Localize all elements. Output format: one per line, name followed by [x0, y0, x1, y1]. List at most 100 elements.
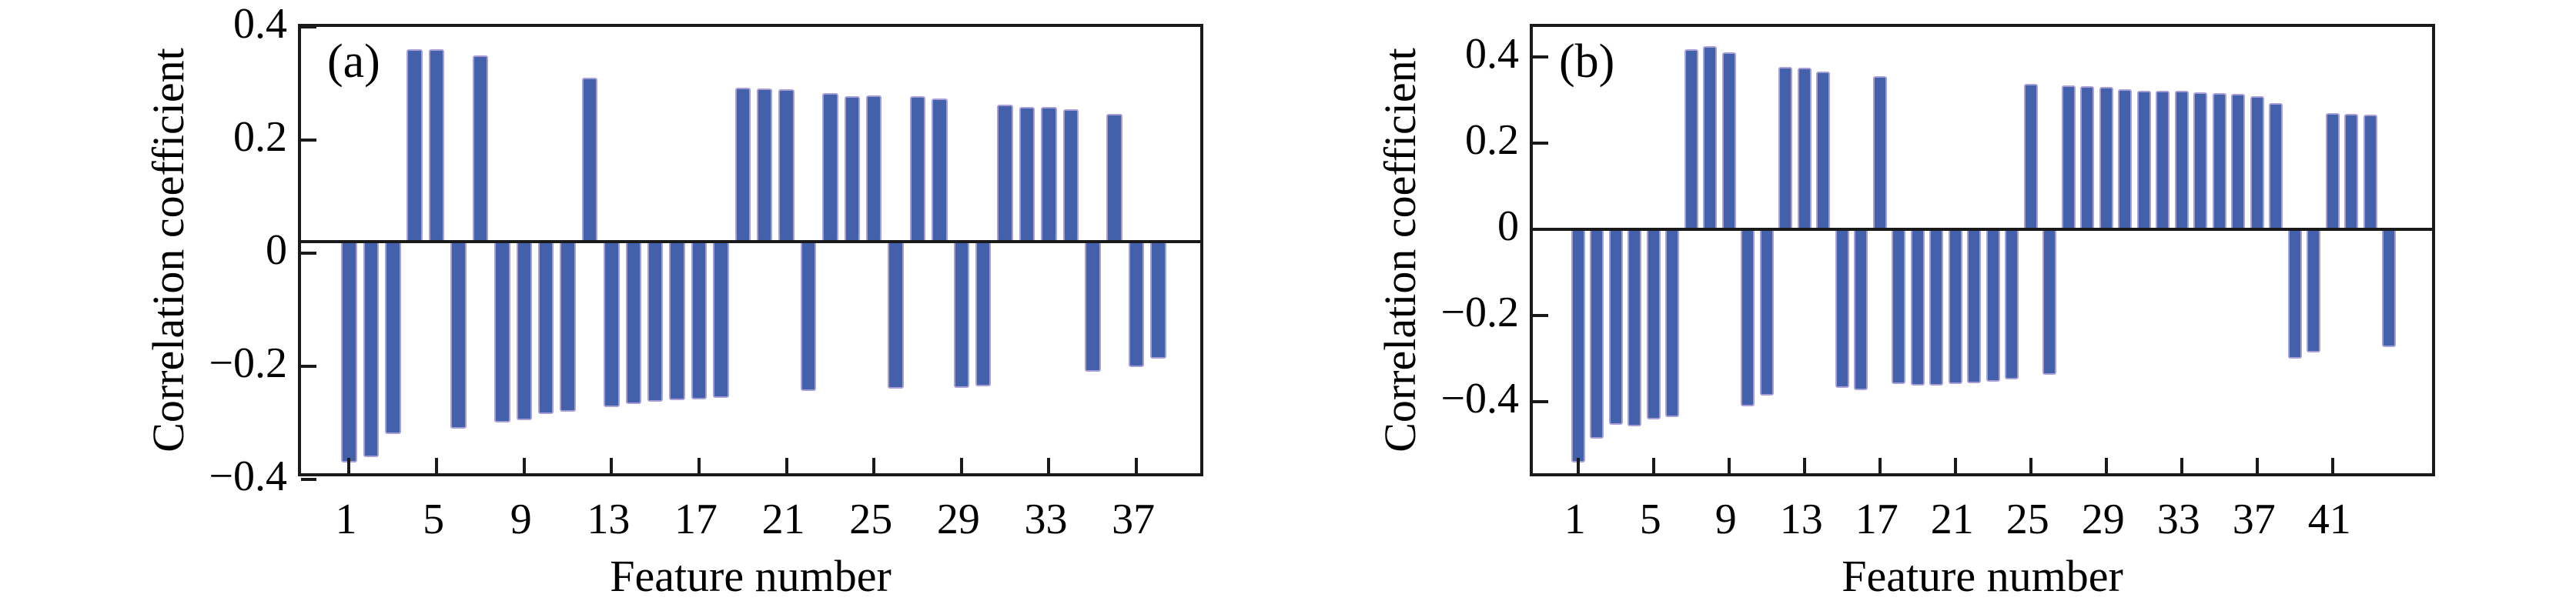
x-tick-mark: [1651, 458, 1655, 473]
y-tick-label: −0.4: [1440, 375, 1519, 423]
panel-label: (b): [1559, 35, 1615, 88]
bar-feature-32: [2156, 91, 2170, 230]
x-tick-label: 9: [1715, 496, 1737, 543]
x-tick-mark: [610, 458, 614, 473]
bar-feature-29: [2099, 86, 2113, 230]
x-tick-mark: [435, 458, 439, 473]
bar-feature-24: [2005, 229, 2019, 380]
bar-feature-33: [2174, 90, 2189, 230]
x-tick-label: 29: [936, 496, 980, 543]
x-tick-label: 33: [1024, 496, 1068, 543]
x-tick-mark: [785, 458, 788, 473]
bar-feature-6: [1665, 229, 1680, 418]
bar-feature-8: [1703, 46, 1718, 230]
y-tick-mark: [1533, 55, 1548, 59]
x-tick-mark: [2180, 458, 2183, 473]
x-tick-mark: [1802, 458, 1806, 473]
x-tick-mark: [1878, 458, 1882, 473]
bar-feature-19: [1910, 229, 1925, 386]
y-tick-label: −0.4: [209, 452, 287, 500]
bar-feature-18: [1892, 229, 1906, 385]
y-tick-label: 0.2: [233, 113, 287, 161]
bar-feature-27: [2061, 85, 2076, 230]
bar-feature-42: [2344, 114, 2359, 230]
x-tick-mark: [1727, 458, 1731, 473]
bar-feature-5: [1646, 229, 1661, 420]
bar-feature-40: [2307, 229, 2321, 353]
y-tick-mark: [301, 365, 316, 368]
y-tick-mark: [1533, 142, 1548, 145]
x-tick-mark: [1953, 458, 1957, 473]
bar-feature-43: [2363, 114, 2377, 230]
bar-feature-38: [2269, 103, 2283, 230]
bar-feature-13: [1797, 68, 1812, 230]
bar-feature-37: [2250, 95, 2264, 230]
bar-feature-2: [1590, 229, 1604, 439]
x-tick-mark: [1135, 458, 1139, 473]
y-tick-label: 0.2: [1465, 116, 1519, 165]
x-tick-label: 5: [423, 496, 445, 543]
x-tick-label: 13: [1779, 496, 1823, 543]
x-tick-label: 37: [2232, 496, 2276, 543]
x-tick-label: 41: [2307, 496, 2351, 543]
zero-line: [1533, 228, 2432, 232]
x-tick-label: 25: [849, 496, 893, 543]
x-tick-label: 29: [2081, 496, 2125, 543]
bar-feature-39: [2287, 229, 2302, 359]
bar-feature-35: [2212, 92, 2226, 230]
y-tick-label: 0: [266, 226, 287, 274]
bar-feature-20: [1929, 229, 1944, 386]
bar-feature-34: [2193, 92, 2208, 230]
x-tick-label: 9: [510, 496, 532, 543]
x-tick-label: 33: [2156, 496, 2200, 543]
x-tick-mark: [347, 458, 351, 473]
x-tick-mark: [2029, 458, 2032, 473]
x-tick-mark: [2255, 458, 2259, 473]
x-tick-label: 1: [335, 496, 357, 543]
y-tick-label: −0.2: [209, 339, 287, 387]
panel-label: (a): [327, 35, 380, 88]
bar-feature-31: [2136, 90, 2151, 230]
x-axis-label: Feature number: [1842, 551, 2123, 601]
bar-feature-7: [1684, 48, 1698, 230]
bar-feature-3: [1608, 229, 1623, 425]
x-tick-label: 1: [1564, 496, 1586, 543]
bar-feature-28: [2080, 86, 2095, 230]
y-tick-label: −0.2: [1440, 289, 1519, 337]
bar-feature-41: [2325, 113, 2340, 230]
x-tick-mark: [959, 458, 963, 473]
plot-area: (b): [1530, 24, 2435, 476]
x-tick-label: 21: [761, 496, 805, 543]
y-tick-label: 0.4: [1465, 30, 1519, 78]
bar-feature-25: [2023, 83, 2038, 230]
bar-feature-10: [1741, 229, 1755, 406]
x-tick-label: 25: [2006, 496, 2049, 543]
bar-feature-30: [2118, 88, 2133, 230]
y-tick-mark: [1533, 228, 1548, 232]
y-tick-mark: [301, 252, 316, 255]
bar-feature-9: [1721, 52, 1736, 230]
bar-feature-36: [2231, 94, 2246, 230]
bar-feature-23: [1986, 229, 2000, 382]
y-tick-mark: [301, 25, 316, 28]
x-tick-label: 37: [1112, 496, 1156, 543]
y-tick-label: 0.4: [233, 0, 287, 48]
bar-feature-15: [1835, 229, 1849, 389]
x-tick-mark: [872, 458, 876, 473]
zero-line: [301, 240, 1200, 244]
x-tick-mark: [2330, 458, 2334, 473]
bar-feature-11: [1759, 229, 1774, 396]
y-tick-mark: [1533, 400, 1548, 404]
y-tick-mark: [1533, 314, 1548, 318]
x-tick-label: 5: [1639, 496, 1661, 543]
bar-feature-1: [1571, 229, 1585, 462]
x-tick-mark: [1576, 458, 1580, 473]
bar-feature-22: [1967, 229, 1982, 383]
x-tick-mark: [522, 458, 526, 473]
bar-feature-16: [1854, 229, 1868, 390]
x-tick-mark: [2104, 458, 2108, 473]
bar-feature-4: [1628, 229, 1642, 426]
